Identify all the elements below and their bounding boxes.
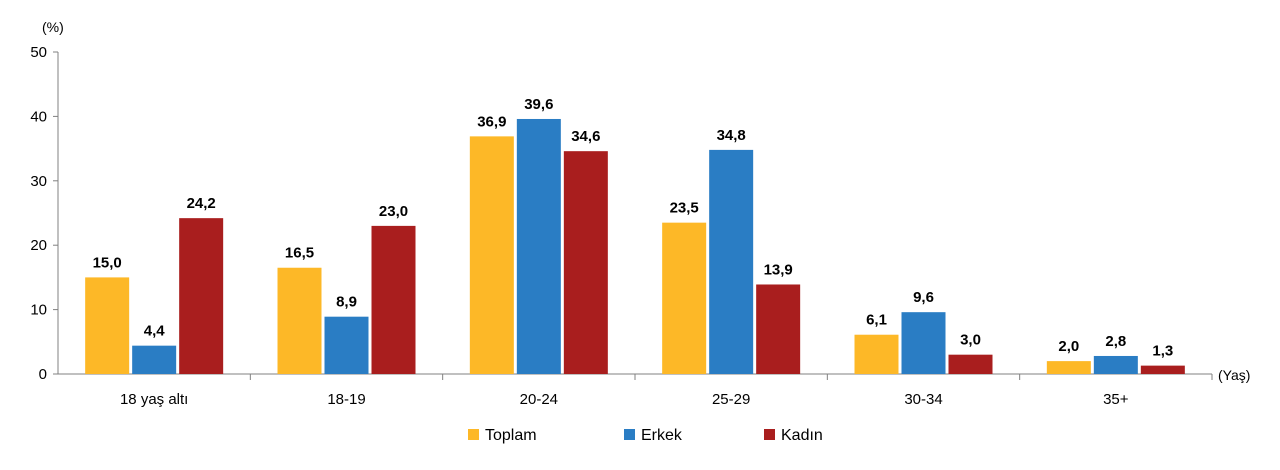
bar-toplam (662, 222, 707, 374)
bar-toplam (854, 334, 899, 374)
x-tick-label: 18-19 (327, 391, 365, 408)
x-tick-label: 18 yaş altı (120, 391, 188, 408)
data-label: 34,6 (571, 128, 600, 145)
bar-toplam (469, 136, 514, 374)
bar-toplam (1046, 361, 1091, 374)
data-label: 15,0 (93, 254, 122, 271)
legend-swatch-toplam (468, 429, 479, 440)
bar-erkek (324, 316, 369, 374)
data-label: 4,4 (144, 323, 166, 340)
bars (85, 118, 1185, 374)
y-tick-label: 10 (30, 302, 47, 319)
legend-entry-toplam: Toplam (485, 427, 537, 444)
legend: Toplam Erkek Kadın (468, 427, 823, 444)
legend-swatch-kadın (764, 429, 775, 440)
x-tick-label: 25-29 (712, 391, 750, 408)
x-tick-label: 35+ (1103, 391, 1129, 408)
bar-kadın (563, 151, 608, 374)
bar-toplam (85, 277, 130, 374)
y-unit-label: (%) (42, 19, 64, 35)
data-label: 6,1 (866, 312, 887, 329)
data-label: 23,0 (379, 203, 408, 220)
data-label: 23,5 (670, 200, 699, 217)
bar-erkek (516, 118, 561, 374)
y-tick-label: 20 (30, 237, 47, 254)
data-label: 39,6 (524, 96, 553, 113)
bar-toplam (277, 267, 322, 374)
bar-erkek (709, 149, 754, 374)
bar-kadın (371, 225, 416, 374)
axes: 0 10 20 30 40 50 (%) (Yaş) 18 yaş altı 18-19 20-24… (30, 19, 1250, 408)
x-unit-label: (Yaş) (1218, 367, 1250, 383)
data-label: 8,9 (336, 294, 357, 311)
bar-erkek (132, 345, 177, 374)
data-label: 13,9 (764, 261, 793, 278)
value-labels: 15,0 4,4 24,2 16,5 8,9 23,0 36,9 39,6 34,6 23,5 34… (93, 96, 1174, 360)
data-label: 16,5 (285, 245, 314, 262)
data-label: 2,0 (1058, 338, 1079, 355)
bar-erkek (901, 312, 946, 374)
bar-kadın (179, 218, 224, 374)
y-tick-label: 50 (30, 44, 47, 61)
legend-entry-erkek: Erkek (641, 427, 683, 444)
y-tick-label: 40 (30, 108, 47, 125)
bar-erkek (1093, 355, 1138, 374)
y-tick-label: 0 (39, 366, 47, 383)
legend-swatch-erkek (624, 429, 635, 440)
data-label: 3,0 (960, 332, 981, 349)
data-label: 34,8 (717, 127, 746, 144)
data-label: 24,2 (187, 195, 216, 212)
bar-kadın (756, 284, 801, 374)
bar-kadın (1140, 365, 1185, 374)
data-label: 9,6 (913, 289, 934, 306)
data-label: 36,9 (477, 113, 506, 130)
data-label: 2,8 (1105, 333, 1126, 350)
bar-kadın (948, 354, 993, 374)
data-label: 1,3 (1152, 343, 1173, 360)
x-tick-label: 30-34 (904, 391, 942, 408)
x-tick-label: 20-24 (520, 391, 558, 408)
y-tick-label: 30 (30, 173, 47, 190)
legend-entry-kadın: Kadın (781, 427, 823, 444)
